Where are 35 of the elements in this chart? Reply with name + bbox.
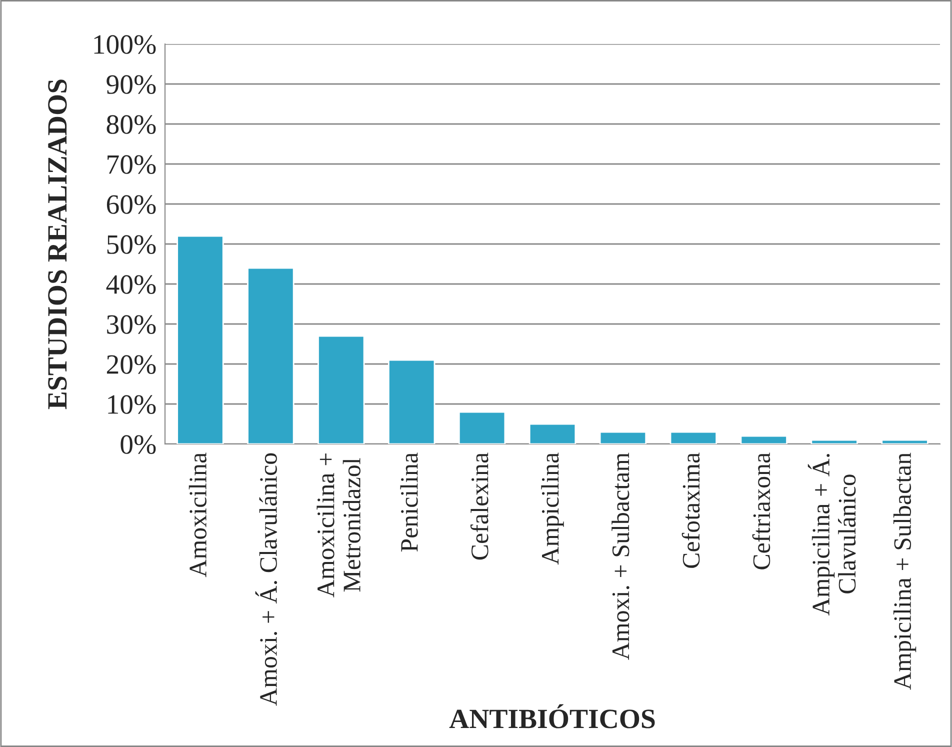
- x-tick-label: Ampicilina + Sulbactan: [893, 452, 916, 690]
- y-tick-label: 70%: [108, 155, 156, 174]
- bar: [318, 335, 365, 444]
- bar: [458, 411, 506, 444]
- y-tick-label: 60%: [106, 195, 156, 214]
- y-tick-label: 30%: [107, 315, 156, 334]
- x-tick-label: Cefotaxima: [682, 452, 700, 568]
- bar: [881, 439, 928, 444]
- bar: [740, 435, 788, 444]
- bar: [176, 235, 224, 444]
- x-tick-label: Amoxi. + Sulbactam: [612, 452, 630, 660]
- x-tick-label: Penicilina: [400, 452, 418, 552]
- y-tick-label: 0%: [120, 435, 156, 454]
- y-tick-label: 100%: [94, 35, 156, 54]
- bar: [528, 423, 576, 444]
- x-tick-label: Ampicilina: [541, 452, 564, 565]
- bar: [247, 267, 294, 444]
- y-tick-label: 50%: [107, 235, 156, 254]
- bar: [810, 439, 858, 444]
- y-tick-label: 40%: [106, 275, 156, 294]
- bar: [599, 431, 647, 444]
- y-tick-label: 80%: [106, 115, 156, 134]
- bar: [388, 359, 436, 444]
- x-tick-label: Amoxicilina: [188, 452, 206, 578]
- x-tick-label: Ampicilina + Á. Clavulánico: [808, 454, 856, 616]
- y-tick-label: 20%: [106, 355, 156, 374]
- x-tick-label: Ceftriaxona: [752, 452, 770, 570]
- x-tick-label: Cefalexina: [470, 452, 488, 560]
- y-tick-label: 10%: [108, 395, 156, 414]
- y-axis-title: ESTUDIOS REALIZADOS: [48, 80, 67, 410]
- x-tick-label: Amoxicilina + Metronidazol: [316, 454, 360, 598]
- x-tick-label: Amoxi. + Á. Clavulánico: [255, 453, 278, 706]
- y-tick-label: 90%: [106, 75, 156, 94]
- x-axis-title: ANTIBIÓTICOS: [449, 704, 655, 728]
- bar: [670, 431, 717, 444]
